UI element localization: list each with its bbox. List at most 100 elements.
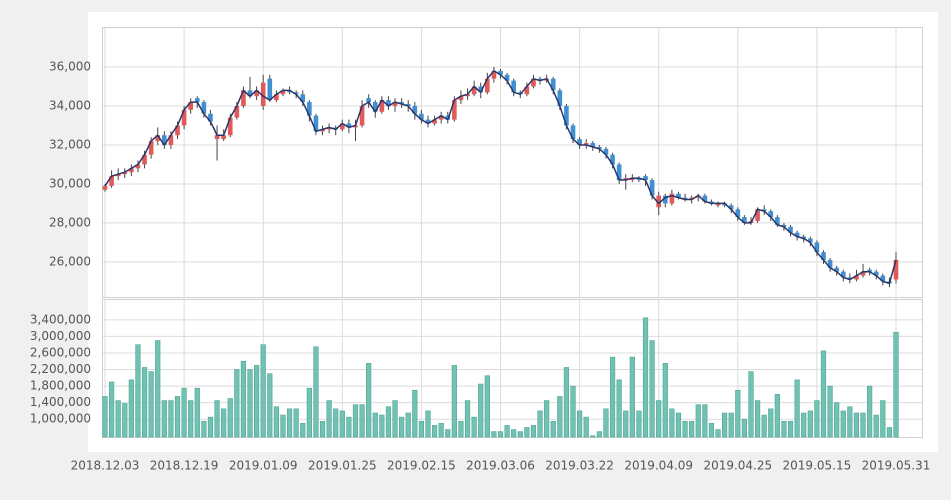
candle-body <box>300 94 306 103</box>
candle-body <box>840 271 846 278</box>
price-frame <box>102 27 923 298</box>
candle-body <box>254 90 259 97</box>
candle-body <box>485 78 490 93</box>
y-tick-label: 34,000 <box>49 98 91 112</box>
volume-bar <box>840 410 846 438</box>
candle-body <box>155 135 161 142</box>
volume-bar <box>221 408 227 438</box>
volume-bar <box>497 431 504 438</box>
candle-body <box>274 94 279 101</box>
candle-body <box>188 102 193 110</box>
volume-bar <box>860 412 866 438</box>
candle-body <box>603 148 609 155</box>
candle-body <box>728 205 734 210</box>
candle-body <box>702 195 708 202</box>
candle-body <box>214 135 220 140</box>
volume-bar <box>557 396 563 438</box>
x-tick-label: 2019.01.09 <box>229 459 298 473</box>
x-tick-label: 2019.04.09 <box>624 459 693 473</box>
candle-body <box>201 102 207 114</box>
volume-bar <box>563 367 570 438</box>
candle-body <box>287 90 292 93</box>
volume-bar <box>102 396 108 438</box>
volume-bar <box>273 406 279 438</box>
candle-body <box>821 252 826 260</box>
volume-bar <box>135 344 141 438</box>
candle-body <box>405 104 411 106</box>
volume-bar <box>689 420 695 438</box>
volume-bar <box>774 394 780 438</box>
candle-body <box>808 238 813 243</box>
volume-bar <box>675 412 682 438</box>
volume-bar <box>458 420 464 438</box>
candle-body <box>676 193 681 198</box>
volume-bar <box>333 408 339 438</box>
y2-tick-label: 3,000,000 <box>30 329 91 343</box>
candle-body <box>181 109 187 126</box>
candle-body <box>537 78 543 81</box>
candle-body <box>452 100 457 120</box>
candle-body <box>115 174 121 177</box>
volume-bar <box>695 404 701 438</box>
volume-bar <box>405 412 411 438</box>
candle-body <box>293 92 299 95</box>
candle-body <box>346 123 352 128</box>
candle-body <box>379 100 385 112</box>
y2-tick-label: 1,800,000 <box>30 379 91 393</box>
trend-line <box>104 69 897 285</box>
volume-bar <box>807 410 813 438</box>
candle-body <box>392 102 398 106</box>
candle-body <box>194 98 200 103</box>
volume-frame <box>102 299 923 438</box>
volume-bar <box>286 408 293 438</box>
candle-body <box>247 90 253 97</box>
volume-bar <box>227 398 233 438</box>
candle-body <box>570 125 576 140</box>
candle-body <box>339 123 345 130</box>
candle-body <box>326 127 332 130</box>
candle-body <box>847 277 853 280</box>
volume-bar <box>306 387 312 438</box>
volume-bar <box>431 425 438 438</box>
volume-bar <box>636 410 642 438</box>
candle-body <box>260 82 266 106</box>
volume-bar <box>880 400 886 438</box>
volume-bar <box>326 400 332 438</box>
volume-bar <box>768 408 774 438</box>
candle-body <box>267 78 273 101</box>
volume-bar <box>451 365 457 438</box>
volume-bar <box>141 367 148 438</box>
volume-bar <box>300 423 306 438</box>
candle-body <box>801 236 807 239</box>
volume-bar <box>346 416 352 438</box>
volume-bar <box>682 420 688 438</box>
candle-body <box>827 259 833 268</box>
volume-bar <box>194 387 200 438</box>
y-tick-label: 30,000 <box>49 176 91 190</box>
volume-bar <box>247 369 253 438</box>
volume-bar <box>267 373 273 438</box>
volume-bar <box>722 412 728 438</box>
x-tick-label: 2019.01.25 <box>308 459 377 473</box>
candle-body <box>623 178 629 181</box>
candle-body <box>307 102 312 116</box>
volume-bar <box>168 400 174 438</box>
candle-body <box>564 105 569 126</box>
volume-bar <box>570 385 576 438</box>
candle-body <box>531 78 536 87</box>
volume-bar <box>708 423 715 438</box>
candle-body <box>135 164 141 169</box>
volume-bar <box>629 356 635 438</box>
volume-bar <box>603 408 609 438</box>
candle-body <box>122 172 128 175</box>
candle-body <box>860 271 866 276</box>
volume-bar <box>418 420 425 438</box>
candle-body <box>775 217 780 225</box>
candle-body <box>399 102 404 105</box>
volume-bar <box>108 381 115 438</box>
candle-body <box>148 141 154 155</box>
volume-bar <box>649 340 655 438</box>
candle-body <box>372 102 378 112</box>
x-tick-label: 2018.12.03 <box>71 459 140 473</box>
